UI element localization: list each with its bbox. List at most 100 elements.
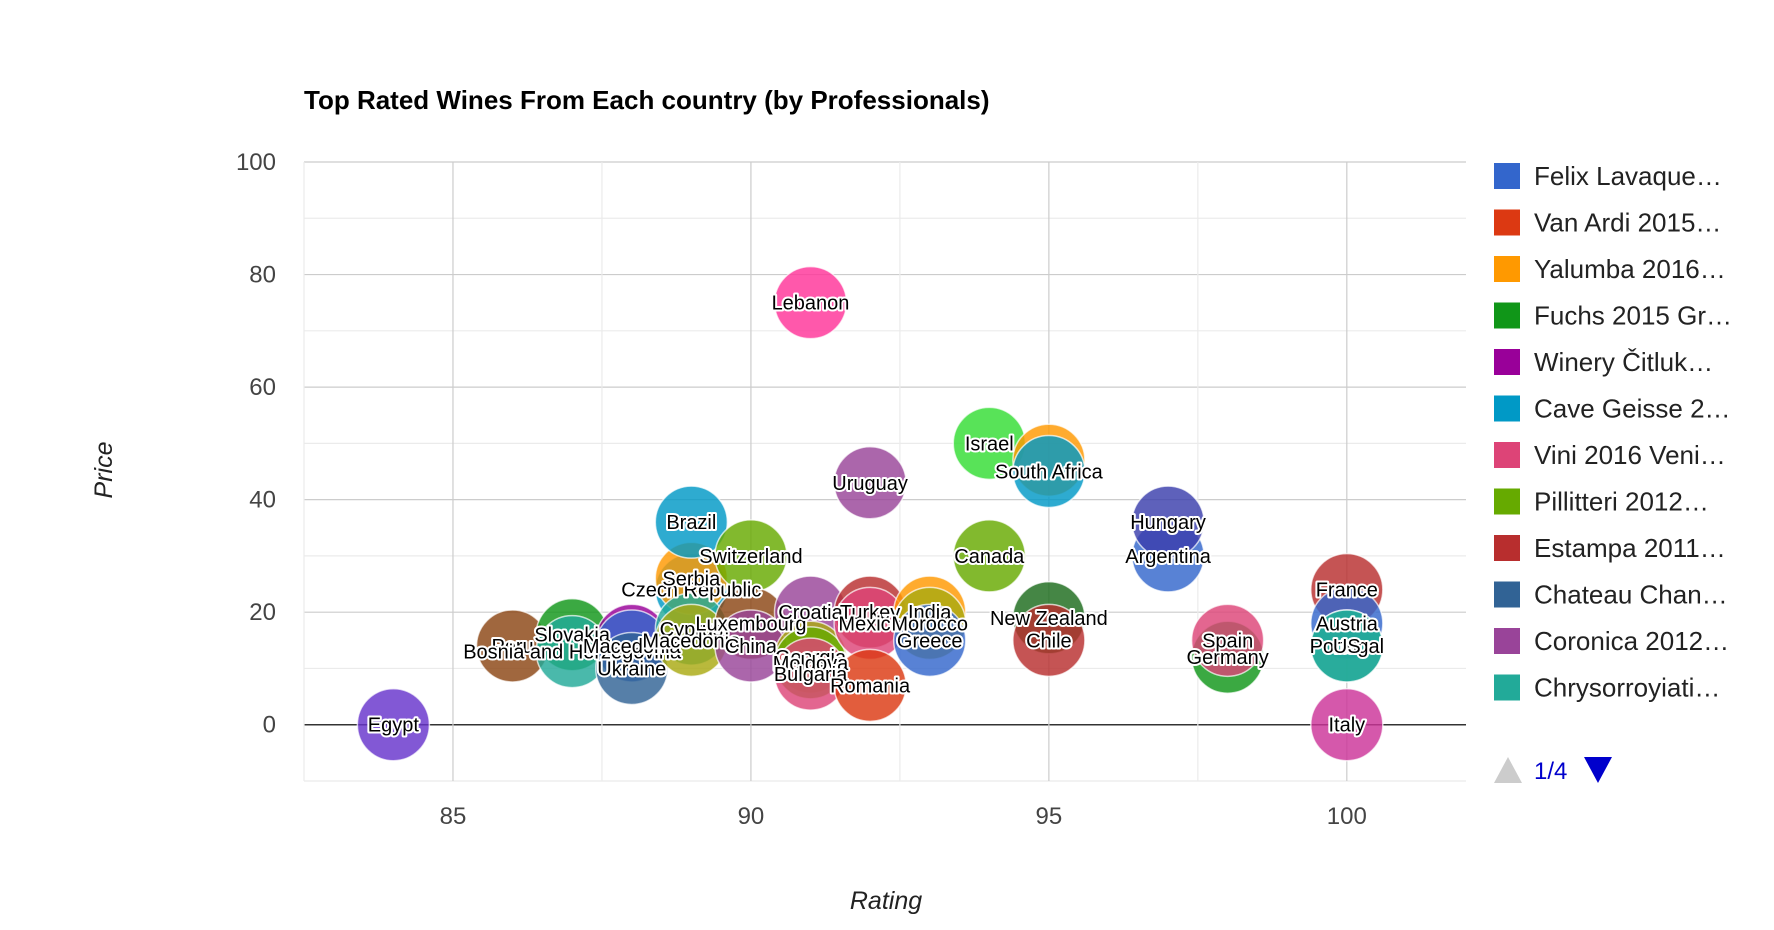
legend-label: Cave Geisse 2… [1534, 394, 1731, 424]
legend-label: Fuchs 2015 Gr… [1534, 301, 1732, 331]
bubble-label: Macedonia [642, 630, 741, 652]
legend-item[interactable]: Winery Čitluk… [1494, 347, 1713, 377]
bubble-label: Georgia [775, 647, 847, 669]
legend-swatch [1494, 488, 1520, 515]
page-down-icon[interactable] [1584, 757, 1612, 783]
y-tick-label: 60 [249, 374, 276, 401]
legend-label: Felix Lavaque… [1534, 161, 1722, 191]
bubble-label: Morocco [891, 613, 968, 635]
legend-swatch [1494, 628, 1520, 654]
x-tick-label: 90 [738, 803, 765, 830]
bubble-label: Luxembourg [695, 613, 806, 635]
legend-swatch [1494, 581, 1520, 608]
x-axis-ticks: 85 90 95 100 [440, 803, 1367, 830]
bubble-label: Peru [491, 636, 533, 658]
bubble-label: New Zealand [990, 608, 1108, 630]
bubble-label: Portugal [1310, 636, 1385, 658]
legend-label: Vini 2016 Veni… [1534, 440, 1726, 470]
bubble-label: US [1333, 636, 1361, 658]
legend-label: Yalumba 2016… [1534, 254, 1726, 284]
bubble-label: Czech Republic [621, 580, 761, 602]
legend-swatch [1494, 302, 1520, 329]
bubble-label: Moldova [773, 653, 849, 675]
bubble-label: Slovakia [534, 625, 610, 647]
bubble-label: Brazil [666, 512, 716, 534]
bubble[interactable] [356, 687, 431, 762]
bubble[interactable] [1012, 603, 1086, 678]
bubble[interactable] [833, 648, 907, 723]
chart-title: Top Rated Wines From Each country (by Pr… [304, 85, 990, 115]
bubble-label: Israel [965, 433, 1014, 455]
legend-label: Chrysorroyiati… [1534, 673, 1720, 703]
bubble-label: Croatia [778, 602, 843, 624]
bubble-label: Italy [1328, 715, 1365, 737]
legend-swatch [1494, 256, 1520, 282]
bubble-label: Chile [1026, 630, 1072, 652]
legend-item[interactable]: Coronica 2012… [1494, 626, 1729, 656]
x-tick-label: 100 [1327, 803, 1367, 830]
bubble-label: China [725, 636, 778, 658]
legend-swatch [1494, 442, 1520, 468]
x-tick-label: 95 [1036, 803, 1063, 830]
bubble-label: Austria [1316, 613, 1379, 635]
bubble-label: South Africa [995, 462, 1104, 484]
legend-label: Chateau Chan… [1534, 580, 1728, 610]
bubble-label: Turkey [840, 602, 900, 624]
bubble-label: Romania [830, 675, 911, 697]
legend-swatch [1494, 349, 1520, 375]
legend-label: Van Ardi 2015… [1534, 208, 1721, 238]
bubble-label: India [908, 602, 952, 624]
bubble[interactable] [1190, 603, 1265, 678]
bubble-label: Bulgaria [774, 664, 848, 686]
legend-item[interactable]: Cave Geisse 2… [1494, 394, 1731, 424]
legend-swatch [1494, 163, 1520, 189]
legend-item[interactable]: Estampa 2011… [1494, 533, 1726, 563]
bubble[interactable] [1310, 609, 1384, 683]
bubble-label: Lebanon [772, 293, 850, 315]
legend-item[interactable]: Yalumba 2016… [1494, 254, 1726, 284]
bubble[interactable] [1131, 485, 1205, 559]
bubble[interactable] [654, 485, 729, 559]
bubble[interactable] [1012, 434, 1086, 509]
legend-label: Estampa 2011… [1534, 533, 1726, 563]
bubble-label: Spain [1202, 630, 1253, 652]
y-axis-ticks: 0 20 40 60 80 100 [236, 149, 276, 739]
legend-item[interactable]: Vini 2016 Veni… [1494, 440, 1726, 470]
y-tick-label: 80 [249, 262, 276, 289]
legend-label: Pillitteri 2012… [1534, 487, 1709, 517]
bubble-label: Egypt [368, 715, 420, 737]
legend-item[interactable]: Chrysorroyiati… [1494, 673, 1720, 703]
bubble-label: Bosnia and Herzegovina [463, 642, 682, 664]
legend: Felix Lavaque… Van Ardi 2015… Yalumba 2016… [1494, 161, 1732, 703]
y-axis-title: Price [90, 442, 118, 499]
bubble-label: Switzerland [699, 546, 802, 568]
bubble[interactable] [952, 519, 1027, 593]
legend-item[interactable]: Van Ardi 2015… [1494, 208, 1721, 238]
legend-item[interactable]: Fuchs 2015 Gr… [1494, 301, 1732, 331]
bubble-label: Uruguay [832, 473, 908, 495]
bubble-label: Ukraine [597, 658, 666, 680]
legend-swatch [1494, 674, 1520, 701]
legend-item[interactable]: Felix Lavaque… [1494, 161, 1722, 191]
y-tick-label: 20 [249, 599, 276, 626]
x-axis-title: Rating [850, 887, 922, 915]
page-indicator: 1/4 [1534, 758, 1567, 785]
legend-item[interactable]: Chateau Chan… [1494, 580, 1728, 610]
y-tick-label: 100 [236, 149, 276, 176]
bubble-label: France [1316, 580, 1378, 602]
legend-item[interactable]: Pillitteri 2012… [1494, 487, 1709, 517]
legend-swatch [1494, 535, 1520, 561]
bubble[interactable] [773, 265, 848, 340]
bubbles [356, 265, 1384, 762]
legend-label: Coronica 2012… [1534, 626, 1729, 656]
bubble[interactable] [892, 603, 967, 678]
y-tick-label: 40 [249, 487, 276, 514]
page-up-icon[interactable] [1494, 757, 1522, 783]
bubble[interactable] [1310, 687, 1384, 762]
bubble[interactable] [833, 446, 907, 520]
legend-swatch [1494, 395, 1520, 422]
bubble-label: Germany [1187, 647, 1269, 669]
legend-pager[interactable]: 1/4 [1494, 757, 1612, 785]
